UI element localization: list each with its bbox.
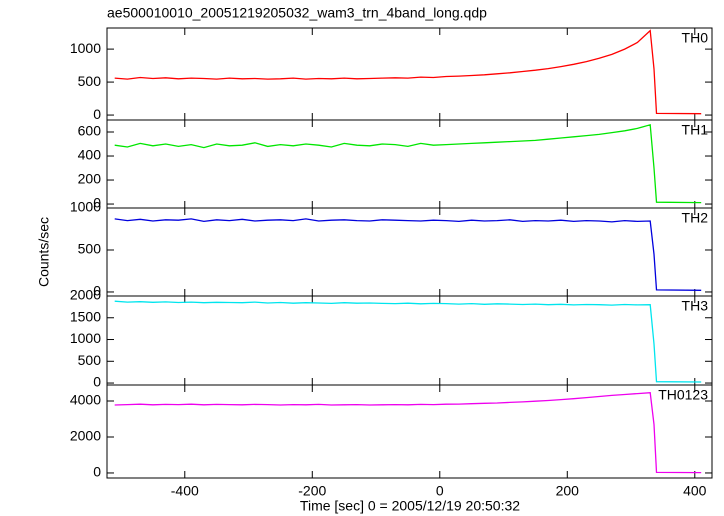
panel-frame — [106, 27, 713, 121]
x-tick-label: 200 — [556, 483, 580, 499]
y-tick-label: 500 — [78, 73, 102, 89]
y-tick-label: 1000 — [70, 40, 101, 56]
y-tick-label: 500 — [78, 352, 102, 368]
series-line — [114, 300, 702, 383]
y-tick-label: 2000 — [70, 428, 101, 444]
y-axis-label: Counts/sec — [36, 217, 52, 287]
y-tick-label: 1000 — [70, 199, 101, 215]
y-tick-label: 500 — [78, 241, 102, 257]
chart-title: ae500010010_20051219205032_wam3_trn_4ban… — [107, 5, 487, 21]
series-line — [114, 123, 702, 204]
x-tick-label: -400 — [171, 483, 199, 499]
series-line — [114, 218, 702, 291]
x-tick-label: 0 — [436, 483, 444, 499]
y-tick-label: 600 — [78, 123, 102, 139]
y-tick-label: 0 — [93, 106, 101, 122]
panel-frame — [106, 384, 713, 479]
panel-label: TH3 — [682, 298, 709, 314]
y-tick-label: 1000 — [70, 330, 101, 346]
panel-label: TH0123 — [658, 387, 708, 403]
panel-label: TH2 — [682, 210, 709, 226]
panel-label: TH1 — [682, 122, 709, 138]
y-tick-label: 0 — [93, 283, 101, 299]
x-tick-label: 400 — [683, 483, 707, 499]
panel-label: TH0 — [682, 30, 709, 46]
series-line — [114, 392, 702, 474]
y-tick-label: 0 — [93, 195, 101, 211]
x-tick-label: -200 — [298, 483, 326, 499]
y-tick-label: 4000 — [70, 392, 101, 408]
panel-frame — [106, 119, 713, 209]
y-tick-label: 200 — [78, 171, 102, 187]
panel-frame — [106, 295, 713, 386]
x-axis-label: Time [sec] 0 = 2005/12/19 20:50:32 — [300, 498, 520, 514]
y-tick-label: 1500 — [70, 308, 101, 324]
y-tick-label: 2000 — [70, 287, 101, 303]
series-line — [114, 29, 702, 115]
y-tick-label: 0 — [93, 464, 101, 480]
y-tick-label: 0 — [93, 374, 101, 390]
y-tick-label: 400 — [78, 147, 102, 163]
